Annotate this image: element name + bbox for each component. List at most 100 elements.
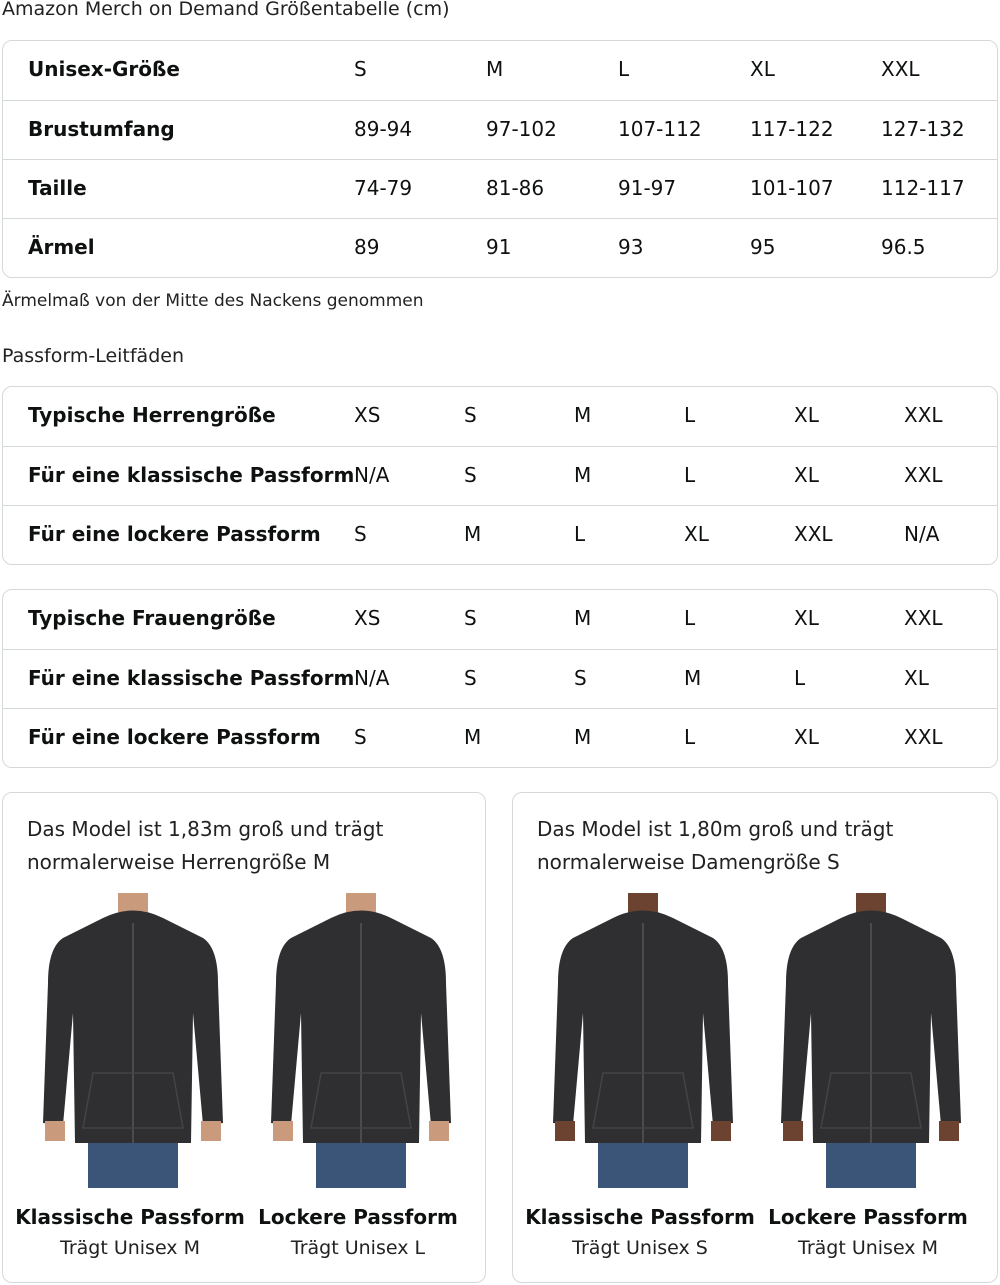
- table-cell: L: [684, 725, 696, 749]
- row-label: Typische Herrengröße: [28, 403, 276, 427]
- table-cell: 101-107: [750, 176, 834, 200]
- women-model-card: Das Model ist 1,80m groß und trägt norma…: [512, 792, 998, 1283]
- model-description: Das Model ist 1,83m groß und trägt norma…: [27, 817, 384, 874]
- table-cell: XXL: [881, 57, 920, 81]
- table-row: Für eine lockere Passform S M L XL XXL N/A: [3, 505, 997, 564]
- table-cell: N/A: [354, 666, 390, 690]
- table-cell: 91: [486, 235, 512, 259]
- fit-size: Trägt Unisex L: [290, 1237, 426, 1259]
- men-fit-table: Typische Herrengröße XS S M L XL XXL Für eine k…: [2, 386, 998, 565]
- table-cell: S: [464, 606, 477, 630]
- table-cell: 117-122: [750, 117, 834, 141]
- table-cell: S: [464, 463, 477, 487]
- table-cell: 127-132: [881, 117, 965, 141]
- fit-title: Klassische Passform: [525, 1205, 755, 1229]
- table-cell: XL: [750, 57, 775, 81]
- table-cell: L: [684, 606, 696, 630]
- table-cell: 95: [750, 235, 776, 259]
- fit-size: Trägt Unisex M: [798, 1237, 938, 1259]
- table-row: Typische Herrengröße XS S M L XL XXL: [3, 387, 997, 446]
- row-label: Brustumfang: [28, 117, 175, 141]
- table-cell: XXL: [904, 403, 943, 427]
- table-cell: M: [464, 522, 482, 546]
- table-cell: S: [354, 725, 367, 749]
- row-label: Typische Frauengröße: [28, 606, 276, 630]
- table-row: Für eine lockere Passform S M M L XL XXL: [3, 708, 997, 767]
- table-cell: 74-79: [354, 176, 413, 200]
- table-cell: L: [684, 403, 696, 427]
- table-cell: M: [486, 57, 504, 81]
- table-cell: XL: [794, 606, 819, 630]
- table-cell: S: [574, 666, 587, 690]
- row-label: Für eine lockere Passform: [28, 522, 321, 546]
- table-cell: L: [574, 522, 586, 546]
- table-cell: S: [464, 403, 477, 427]
- fit-caption: Lockere Passform Trägt Unisex M: [753, 1205, 983, 1259]
- fit-caption: Klassische Passform Trägt Unisex M: [15, 1205, 245, 1259]
- women-fit-table: Typische Frauengröße XS S M L XL XXL Für eine k…: [2, 589, 998, 768]
- table-cell: 91-97: [618, 176, 677, 200]
- table-cell: XL: [684, 522, 709, 546]
- table-cell: XS: [354, 403, 381, 427]
- table-cell: 89: [354, 235, 380, 259]
- fit-title: Klassische Passform: [15, 1205, 245, 1229]
- table-cell: XXL: [794, 522, 833, 546]
- table-cell: S: [354, 522, 367, 546]
- table-row: Brustumfang 89-94 97-102 107-112 117-122 127-…: [3, 100, 997, 159]
- row-label: Für eine klassische Passform: [28, 666, 355, 690]
- fit-size: Trägt Unisex S: [572, 1237, 708, 1259]
- table-cell: 89-94: [354, 117, 413, 141]
- table-cell: 81-86: [486, 176, 545, 200]
- table-cell: L: [794, 666, 806, 690]
- fit-caption: Lockere Passform Trägt Unisex L: [243, 1205, 473, 1259]
- table-cell: S: [464, 666, 477, 690]
- sleeve-note: Ärmelmaß von der Mitte des Nackens genom…: [2, 291, 424, 311]
- men-model-card: Das Model ist 1,83m groß und trägt norma…: [2, 792, 486, 1283]
- table-row: Ärmel 89 91 93 95 96.5: [3, 218, 997, 277]
- table-cell: N/A: [904, 522, 940, 546]
- table-cell: XL: [794, 463, 819, 487]
- model-photo: [771, 893, 971, 1188]
- table-cell: M: [464, 725, 482, 749]
- fit-title: Lockere Passform: [258, 1205, 458, 1229]
- table-cell: M: [574, 463, 592, 487]
- table-cell: L: [684, 463, 696, 487]
- chart-title: Amazon Merch on Demand Größentabelle (cm…: [2, 0, 450, 20]
- table-cell: XL: [794, 403, 819, 427]
- row-label: Ärmel: [28, 235, 95, 259]
- fit-guide-title: Passform-Leitfäden: [2, 345, 184, 367]
- table-row: Für eine klassische Passform N/A S S M L XL: [3, 649, 997, 708]
- fit-title: Lockere Passform: [768, 1205, 968, 1229]
- table-cell: 112-117: [881, 176, 965, 200]
- table-cell: 93: [618, 235, 644, 259]
- unisex-size-table: Unisex-Größe S M L XL XXL Brustumfang 89-94 97-1…: [2, 40, 998, 278]
- table-cell: 107-112: [618, 117, 702, 141]
- table-cell: M: [684, 666, 702, 690]
- table-cell: M: [574, 606, 592, 630]
- table-cell: XL: [794, 725, 819, 749]
- table-row: Für eine klassische Passform N/A S M L XL XXL: [3, 446, 997, 505]
- table-cell: XL: [904, 666, 929, 690]
- table-cell: XXL: [904, 606, 943, 630]
- model-photo: [33, 893, 233, 1188]
- table-cell: XXL: [904, 463, 943, 487]
- table-row: Unisex-Größe S M L XL XXL: [3, 41, 997, 100]
- table-cell: XS: [354, 606, 381, 630]
- table-row: Typische Frauengröße XS S M L XL XXL: [3, 590, 997, 649]
- row-label: Taille: [28, 176, 87, 200]
- table-cell: N/A: [354, 463, 390, 487]
- table-cell: S: [354, 57, 367, 81]
- model-description: Das Model ist 1,80m groß und trägt norma…: [537, 817, 894, 874]
- row-label: Für eine klassische Passform: [28, 463, 355, 487]
- table-cell: L: [618, 57, 630, 81]
- table-cell: M: [574, 725, 592, 749]
- model-photo: [543, 893, 743, 1188]
- model-photo: [261, 893, 461, 1188]
- row-label: Für eine lockere Passform: [28, 725, 321, 749]
- table-row: Taille 74-79 81-86 91-97 101-107 112-117: [3, 159, 997, 218]
- table-cell: M: [574, 403, 592, 427]
- table-cell: XXL: [904, 725, 943, 749]
- fit-size: Trägt Unisex M: [60, 1237, 200, 1259]
- fit-caption: Klassische Passform Trägt Unisex S: [525, 1205, 755, 1259]
- row-label: Unisex-Größe: [28, 57, 180, 81]
